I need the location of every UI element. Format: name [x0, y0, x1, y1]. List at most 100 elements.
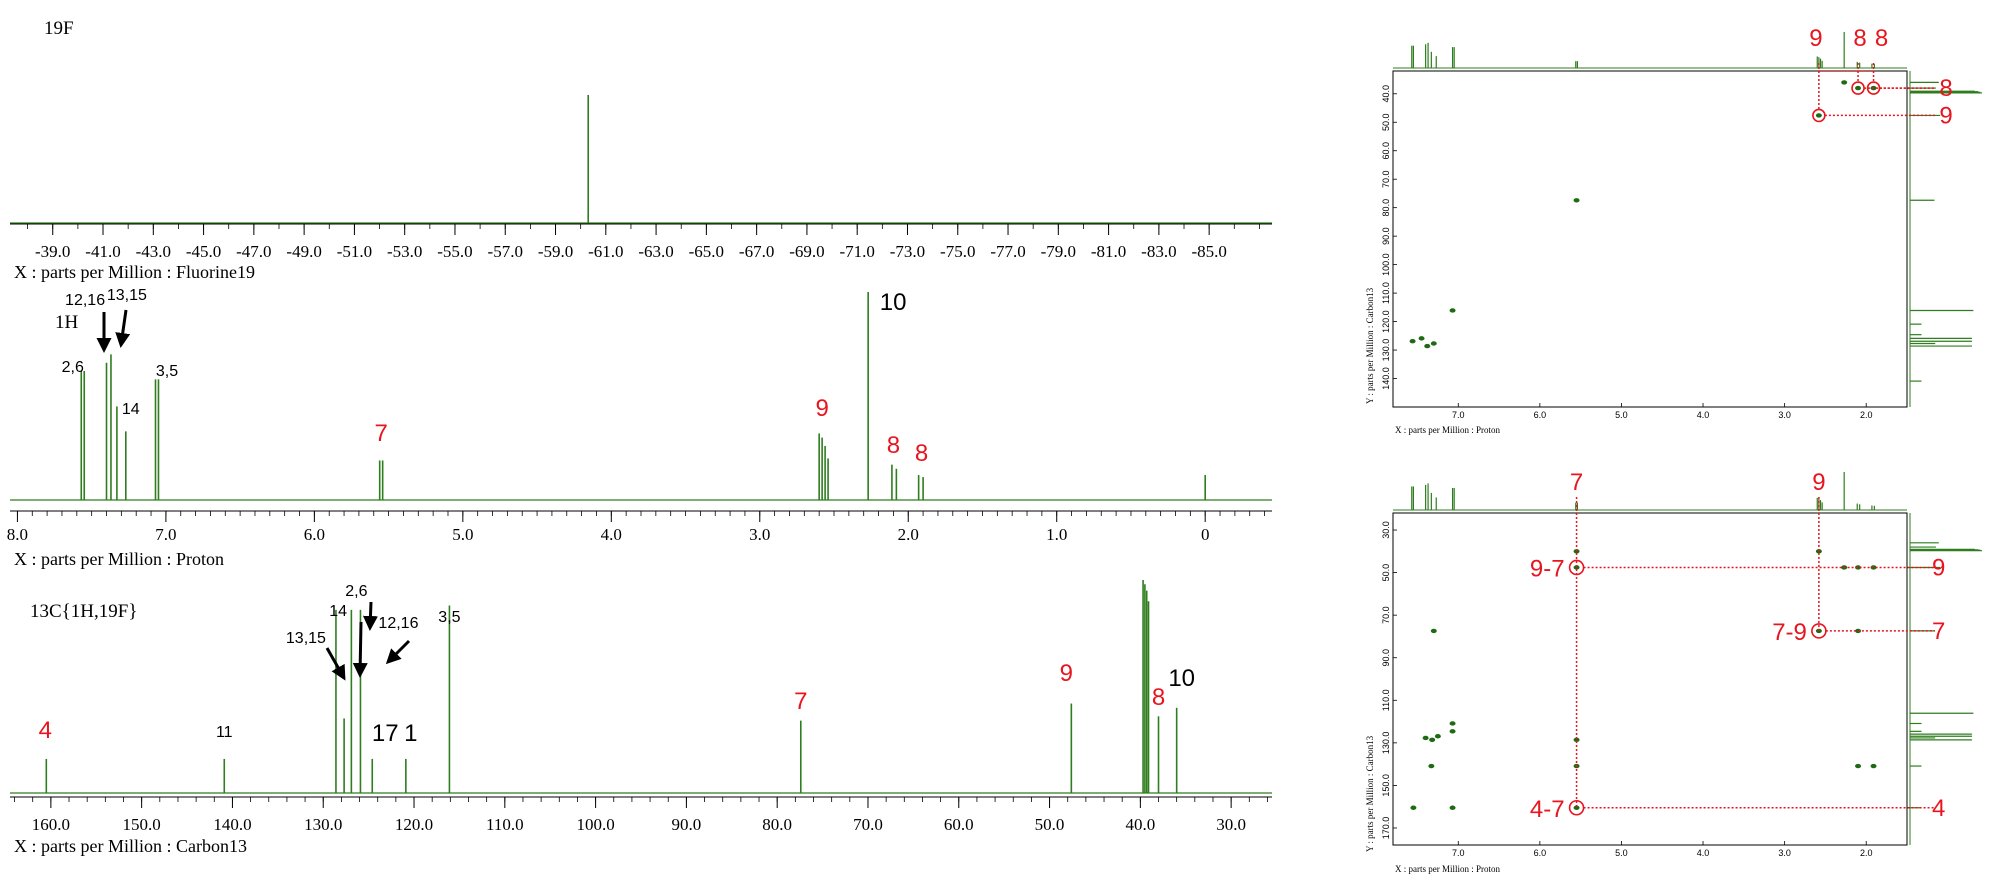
- c13-tick-label: 30.0: [1216, 815, 1246, 834]
- h1-label-7: 7: [374, 420, 387, 447]
- h1-tick-label: 4.0: [601, 525, 622, 544]
- hsqc-cross-peak: [1418, 336, 1425, 341]
- c13-label-11: 11: [216, 724, 233, 741]
- f19-tick-label: -47.0: [236, 242, 271, 261]
- f19-tick-label: -73.0: [890, 242, 925, 261]
- f19-tick-label: -85.0: [1191, 242, 1226, 261]
- h1-tick-label: 5.0: [452, 525, 473, 544]
- c13-label-7: 7: [794, 688, 807, 715]
- c13-label-17: 17: [372, 720, 399, 747]
- f19-tick-label: -53.0: [387, 242, 422, 261]
- f19-tick-label: -55.0: [437, 242, 472, 261]
- c13-label-arrow: [385, 639, 411, 665]
- hsqc-cross-peak: [1424, 343, 1431, 349]
- f19-tick-label: -39.0: [35, 242, 70, 261]
- h1-peak-labels: 2,6 12,16 13,15 14 3,5 7 9 10 8 8: [62, 287, 929, 467]
- h1-spectrum: [10, 292, 1272, 501]
- hsqc-label-top-8: 8: [1853, 25, 1866, 52]
- hmbc-label-right-9: 9: [1932, 554, 1945, 581]
- c13-tick-label: 60.0: [944, 815, 974, 834]
- h1-label-2-6: 2,6: [62, 359, 84, 376]
- hmbc-y-tick-label: 130.0: [1381, 732, 1391, 755]
- hsqc-y-label: Y : parts per Million : Carbon13: [1365, 287, 1375, 404]
- h1-title: 1H: [55, 312, 79, 333]
- f19-tick-label: -41.0: [85, 242, 120, 261]
- hsqc-x-tick-label: 3.0: [1778, 410, 1791, 420]
- hmbc-y-tick-label: 30.0: [1381, 521, 1391, 539]
- hmbc-x-tick-label: 3.0: [1778, 848, 1791, 858]
- h1-tick-label: 0: [1201, 525, 1210, 544]
- c13-tick-label: 150.0: [123, 815, 161, 834]
- hmbc-panel: 7.0 6.0 5.0 4.0 3.0 2.0 30.0 50.0 70.0 90.0 110.0 1…: [1365, 469, 1982, 874]
- hmbc-cross-peak: [1449, 729, 1456, 734]
- c13-label-12-16: 12,16: [378, 615, 418, 632]
- hmbc-label-right-7: 7: [1932, 618, 1945, 645]
- h1-label-10: 10: [880, 289, 907, 316]
- c13-title: 13C{1H,19F}: [30, 601, 137, 622]
- h1-x-label: X : parts per Million : Proton: [14, 549, 224, 569]
- hsqc-cross-peak: [1841, 80, 1848, 85]
- hmbc-frame: [1392, 512, 1908, 846]
- hsqc-x-tick-label: 4.0: [1697, 410, 1710, 420]
- f19-spectrum: [10, 95, 1272, 224]
- h1-label-9: 9: [815, 395, 828, 422]
- c13-tick-label: 90.0: [672, 815, 702, 834]
- c13-x-axis: 160.0 150.0 140.0 130.0 120.0 110.0 100.0 90.0 8…: [10, 796, 1272, 834]
- hsqc-x-label: X : parts per Million : Proton: [1395, 425, 1500, 435]
- hsqc-label-top-9: 9: [1809, 25, 1822, 52]
- c13-label-14: 14: [329, 603, 347, 620]
- f19-tick-label: -79.0: [1041, 242, 1076, 261]
- c13-label-2-6: 2,6: [345, 583, 367, 600]
- c13-label-9: 9: [1060, 660, 1073, 687]
- hmbc-x-tick-label: 7.0: [1452, 848, 1465, 858]
- c13-tick-label: 110.0: [486, 815, 524, 834]
- c13-tick-label: 130.0: [304, 815, 342, 834]
- hmbc-cross-peak: [1449, 721, 1456, 726]
- f19-tick-label: -77.0: [990, 242, 1025, 261]
- hmbc-cross-peak: [1429, 737, 1436, 743]
- hmbc-y-tick-label: 150.0: [1381, 774, 1391, 797]
- hsqc-x-tick-label: 7.0: [1452, 410, 1465, 420]
- c13-tick-label: 70.0: [853, 815, 883, 834]
- c13-label-8: 8: [1152, 684, 1165, 711]
- h1-label-3-5: 3,5: [156, 363, 178, 380]
- hmbc-y-tick-label: 170.0: [1381, 817, 1391, 840]
- hmbc-cross-peak: [1449, 805, 1456, 810]
- hmbc-cross-peak: [1573, 549, 1580, 554]
- hsqc-x-tick-label: 6.0: [1534, 410, 1547, 420]
- hmbc-cross-peak: [1815, 549, 1822, 554]
- f19-title: 19F: [44, 18, 74, 39]
- c13-label-3-5: 3,5: [438, 609, 460, 626]
- f19-tick-label: -83.0: [1141, 242, 1176, 261]
- hmbc-x-tick-label: 6.0: [1534, 848, 1547, 858]
- hmbc-x-tick-label: 5.0: [1615, 848, 1628, 858]
- c13-x-label: X : parts per Million : Carbon13: [14, 836, 247, 856]
- hmbc-cross-peak: [1430, 628, 1437, 634]
- f19-tick-label: -71.0: [839, 242, 874, 261]
- hmbc-cross-peak: [1573, 565, 1580, 570]
- h1-label-arrow: [115, 309, 131, 348]
- f19-tick-label: -67.0: [739, 242, 774, 261]
- h1-label-13-15: 13,15: [107, 287, 147, 304]
- hsqc-y-tick-label: 70.0: [1381, 170, 1391, 188]
- hsqc-cross-peak: [1430, 341, 1437, 346]
- hmbc-x-tick-label: 4.0: [1697, 848, 1710, 858]
- hmbc-y-tick-label: 70.0: [1381, 606, 1391, 624]
- h1-x-axis: 8.0 7.0 6.0 5.0 4.0 3.0 2.0 1.0 0: [7, 510, 1272, 544]
- h1-label-12-16: 12,16: [65, 292, 105, 309]
- hmbc-label-top-7: 7: [1570, 469, 1583, 496]
- hsqc-panel: 7.0 6.0 5.0 4.0 3.0 2.0 40.0 50.0 60.0 70.0 80.0 90…: [1365, 25, 1982, 435]
- f19-panel: 19F -39.0 -41.0 -43.0 -45.0 -47.0 -49.0 -51.0-…: [10, 18, 1272, 282]
- hsqc-cross-peak: [1573, 198, 1580, 203]
- h1-panel: 1H 8.0 7.0 6.0 5.0 4.0 3.0 2.0 1.0 0 2,6 12,16 13,…: [7, 287, 1272, 569]
- hmbc-cross-peak: [1422, 735, 1429, 741]
- hsqc-y-tick-label: 130.0: [1381, 339, 1391, 362]
- hsqc-y-tick-label: 50.0: [1381, 113, 1391, 131]
- c13-label-10: 10: [1168, 665, 1195, 692]
- hsqc-y-tick-label: 90.0: [1381, 227, 1391, 245]
- f19-x-axis: -39.0 -41.0 -43.0 -45.0 -47.0 -49.0 -51.0 -53.0…: [10, 223, 1272, 261]
- f19-tick-label: -81.0: [1091, 242, 1126, 261]
- hsqc-cross-peak: [1409, 339, 1416, 344]
- f19-tick-label: -59.0: [538, 242, 573, 261]
